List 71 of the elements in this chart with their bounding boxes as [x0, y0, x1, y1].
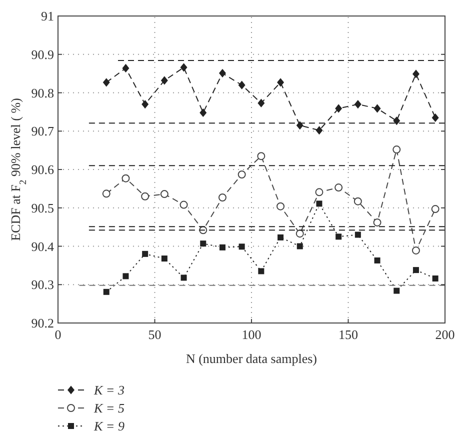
point	[218, 68, 226, 78]
point	[180, 274, 187, 281]
point	[122, 64, 130, 72]
point	[432, 275, 438, 282]
point	[258, 98, 265, 108]
y-tick-label: 90.8	[31, 85, 54, 100]
x-tick-label: 50	[148, 327, 162, 342]
point	[238, 244, 245, 250]
point	[296, 121, 304, 130]
point	[394, 288, 400, 294]
legend-label: K = 9	[93, 418, 125, 434]
point	[218, 194, 226, 202]
point	[373, 218, 382, 226]
point	[103, 288, 110, 295]
y-tick-label: 91	[41, 8, 54, 24]
point	[315, 188, 324, 196]
point	[257, 152, 266, 160]
point	[296, 243, 303, 250]
y-tick-label: 90.3	[31, 277, 54, 292]
point	[122, 174, 130, 182]
point	[432, 113, 439, 122]
point	[102, 190, 110, 198]
point	[141, 192, 150, 200]
y-tick-label: 90.4	[31, 238, 54, 254]
point	[142, 100, 149, 109]
point	[336, 234, 342, 240]
y-tick-label: 90.2	[31, 316, 54, 331]
y-tick-label: 90.7	[31, 124, 54, 139]
point	[335, 104, 342, 113]
legend-label: K = 3	[93, 382, 125, 398]
point	[161, 256, 168, 262]
point	[200, 108, 207, 118]
point	[393, 116, 400, 126]
point	[200, 240, 206, 247]
x-tick-label: 150	[338, 327, 358, 342]
point	[276, 202, 285, 210]
point	[392, 146, 401, 154]
point	[122, 273, 129, 280]
y-tick-label: 90.6	[31, 162, 54, 178]
point	[219, 244, 226, 250]
point	[374, 257, 380, 264]
point	[316, 200, 322, 207]
point	[431, 205, 440, 214]
x-axis-title: N (number data samples)	[186, 351, 318, 366]
y-tick-label: 90.9	[31, 46, 54, 62]
point	[160, 76, 168, 85]
point	[160, 190, 168, 198]
y-tick-label: 90.5	[31, 200, 54, 216]
point	[412, 246, 420, 254]
point	[354, 197, 362, 206]
point	[102, 78, 110, 87]
point	[374, 104, 381, 113]
point	[278, 234, 284, 240]
point	[180, 63, 188, 72]
point	[142, 250, 148, 257]
point	[412, 267, 419, 274]
point	[334, 184, 343, 192]
legend-label: K = 5	[93, 400, 125, 416]
point	[180, 200, 188, 209]
point	[316, 126, 323, 135]
point	[354, 100, 362, 109]
point	[238, 170, 246, 178]
x-tick-label: 100	[242, 327, 262, 342]
point	[296, 230, 304, 238]
x-tick-label: 200	[435, 327, 455, 342]
point	[354, 232, 361, 238]
point	[412, 70, 420, 78]
point	[238, 80, 246, 90]
point	[258, 268, 264, 274]
point	[277, 78, 284, 87]
x-tick-label: 0	[54, 327, 62, 342]
